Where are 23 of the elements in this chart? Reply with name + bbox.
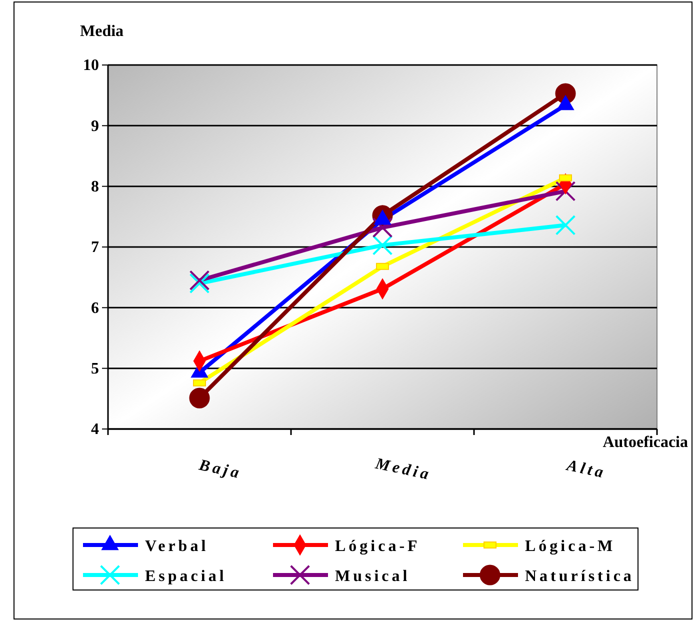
x-axis-title: Autoeficacia bbox=[602, 434, 688, 451]
y-tick-label: 8 bbox=[91, 178, 99, 196]
point bbox=[555, 181, 576, 202]
y-tick-label: 5 bbox=[91, 360, 99, 378]
legend-label: Lógica-M bbox=[525, 538, 616, 555]
point bbox=[372, 235, 393, 256]
y-tick-label: 6 bbox=[91, 300, 99, 317]
legend-label: Naturística bbox=[525, 568, 634, 585]
y-axis-title: Media bbox=[80, 23, 124, 40]
point bbox=[372, 217, 393, 238]
y-tick-label: 7 bbox=[91, 239, 99, 256]
legend-label: Musical bbox=[335, 568, 410, 585]
legend-label: Verbal bbox=[145, 538, 209, 555]
point bbox=[189, 388, 210, 408]
x-tick-label: Media bbox=[372, 455, 433, 484]
legend-label: Lógica-F bbox=[335, 538, 420, 555]
y-tick-label: 9 bbox=[91, 118, 99, 135]
legend-label: Espacial bbox=[145, 568, 227, 585]
x-tick-label: Alta bbox=[564, 456, 608, 482]
y-tick-label: 4 bbox=[91, 421, 99, 438]
x-tick-label: Baja bbox=[196, 456, 244, 482]
point bbox=[555, 215, 576, 236]
y-tick-label: 10 bbox=[83, 57, 99, 74]
